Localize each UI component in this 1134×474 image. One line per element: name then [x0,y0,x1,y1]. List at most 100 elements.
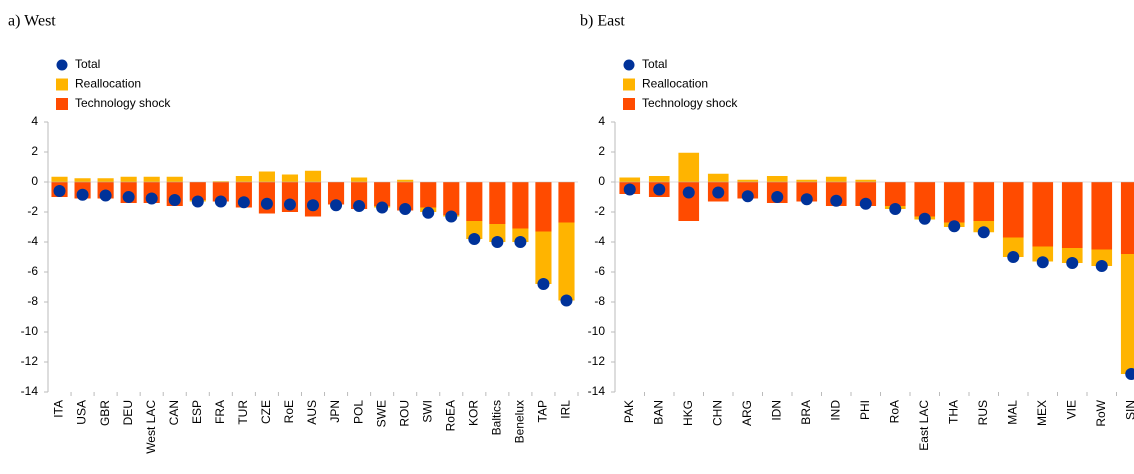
total-dot [537,278,550,290]
y-tick-label: 4 [598,114,605,128]
y-tick-label: -12 [21,354,39,368]
x-tick-label: ROU [397,400,411,427]
bar-segment [281,174,299,182]
x-tick-label: MAL [1005,400,1019,425]
bar-segment [558,182,575,223]
total-dot [800,193,813,206]
y-tick-label: -10 [21,324,39,338]
bar-segment [74,178,91,182]
x-tick-label: Baltics [490,400,504,435]
legend-label: Total [75,57,100,71]
x-tick-label: IDN [769,400,783,421]
x-tick-label: West LAC [144,400,158,454]
x-tick-label: RoW [1094,399,1108,426]
legend-marker [56,59,68,71]
bar-segment [143,176,160,182]
x-tick-label: ESP [190,400,204,424]
total-dot [889,203,902,215]
bar-segment [1002,182,1024,238]
legend-label: Technology shock [642,96,738,110]
chart-title: a) West [8,13,56,30]
x-tick-label: USA [75,400,89,425]
bar-segment [1120,254,1134,374]
x-tick-label: CZE [259,400,273,424]
bar-segment [619,177,641,182]
total-dot [741,190,754,203]
total-dot [1007,251,1020,263]
total-dot [307,199,319,212]
legend-marker [56,98,68,110]
x-tick-label: JPN [328,400,342,423]
bar-segment [374,182,391,206]
bar-segment [443,182,460,215]
legend-label: Reallocation [75,77,141,91]
bar-segment [489,224,506,242]
total-dot [468,233,481,245]
total-dot [76,188,89,201]
chart-title: b) East [580,13,625,30]
legend-marker [623,78,635,91]
bar-segment [648,176,670,182]
y-tick-label: 0 [598,174,605,188]
total-dot [830,194,843,207]
y-tick-label: 4 [31,114,38,128]
total-dot [145,192,158,205]
x-tick-label: TUR [236,400,250,425]
total-dot [445,210,458,223]
x-tick-label: POL [351,400,365,424]
x-tick-label: SWI [420,400,434,423]
bar-segment [1032,246,1054,262]
total-dot [1095,260,1108,272]
bar-segment [166,176,183,182]
x-tick-label: PHI [858,400,872,420]
bar-segment [796,179,818,182]
x-tick-label: CHN [710,400,724,426]
x-tick-label: RoE [282,400,296,423]
bar-segment [825,176,847,182]
total-dot [491,236,504,248]
total-dot [422,206,435,219]
total-dot [560,294,573,307]
x-tick-label: Benelux [513,400,527,443]
bar-segment [397,182,414,211]
y-tick-label: 2 [31,144,38,158]
bar-segment [943,182,965,223]
y-tick-label: -8 [594,294,605,308]
bar-segment [678,152,700,182]
y-tick-label: -4 [594,234,605,248]
x-tick-label: BAN [651,400,665,425]
x-tick-label: GBR [98,400,112,426]
legend-label: Reallocation [642,77,708,91]
x-tick-label: RoEA [443,400,457,431]
bar-segment [235,176,252,182]
y-tick-label: -2 [594,204,605,218]
bar-segment [1061,182,1083,248]
bar-segment [189,182,206,200]
x-tick-label: ARG [740,400,754,426]
total-dot [977,226,990,239]
total-dot [1036,256,1049,269]
bar-segment [1091,182,1113,250]
total-dot [376,201,389,214]
total-dot [99,189,112,202]
y-tick-label: -4 [27,234,38,248]
total-dot [514,236,527,248]
bar-segment [535,231,552,284]
bar-segment [489,182,506,224]
total-dot [330,199,343,212]
bar-segment [258,171,275,182]
y-tick-label: -14 [21,384,39,398]
bar-segment [707,173,729,182]
total-dot [399,203,412,215]
total-dot [353,200,366,212]
x-tick-label: AUS [305,400,319,425]
bar-segment [973,182,995,221]
total-dot [859,197,872,210]
bar-segment [466,182,483,221]
total-dot [771,191,784,203]
total-dot [191,195,204,208]
bar-segment [212,182,229,202]
y-tick-label: -12 [588,354,606,368]
x-tick-label: ITA [52,400,66,418]
